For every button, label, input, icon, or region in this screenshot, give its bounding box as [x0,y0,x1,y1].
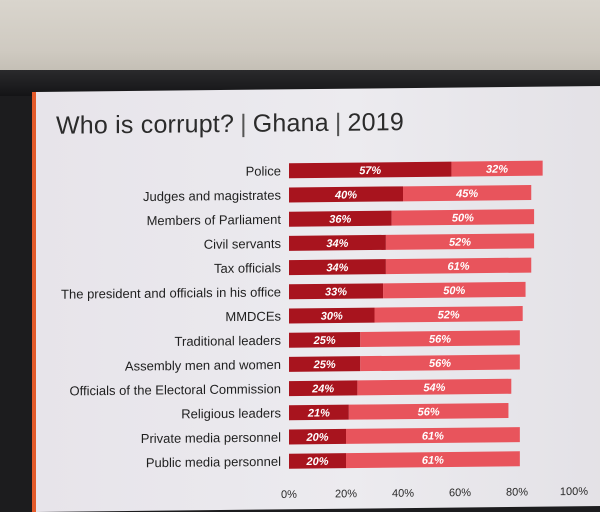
value-label: 32% [486,164,508,176]
value-label: 56% [418,406,440,418]
value-label: 24% [311,383,334,395]
value-label: 40% [334,189,357,201]
value-label: 61% [422,430,444,442]
bar-segment-some [374,306,523,323]
category-label: Members of Parliament [147,212,282,228]
category-label: Civil servants [204,236,282,252]
value-label: 52% [449,237,471,249]
bar-segment-some [360,354,520,372]
x-tick-label: 60% [449,487,471,499]
value-label: 56% [429,334,451,346]
value-label: 61% [422,455,444,467]
category-label: Judges and magistrates [143,188,282,204]
bar-segment-some [403,184,532,202]
category-label: MMDCEs [225,309,281,325]
bar-segment-some [348,403,509,420]
category-label: Public media personnel [146,454,281,470]
value-label: 52% [438,309,460,321]
value-label: 21% [307,407,330,419]
bar-segment-some [451,160,543,177]
bar-segment-some [357,378,512,396]
value-label: 20% [305,456,328,468]
bar-segment-some [346,451,520,469]
stacked-bar-chart: Police 57% 32% Judges and magistrates 40% 45%… [61,160,588,501]
x-tick-label: 20% [335,488,357,500]
category-label: Religious leaders [181,405,281,421]
bar-segment-most [289,186,403,203]
value-label: 50% [443,285,465,297]
value-label: 36% [329,214,351,226]
value-label: 25% [313,335,336,347]
bar-segment-most [289,404,349,421]
value-label: 34% [326,262,348,274]
category-label: Police [246,163,281,178]
x-tick-label: 40% [392,488,414,500]
bar-segment-some [346,427,520,444]
value-label: 20% [305,432,328,444]
category-label: Officials of the Electoral Commission [70,381,281,398]
bar-segment-most [289,259,386,276]
bar-segment-most [289,161,452,179]
value-label: 56% [429,358,451,370]
value-label: 61% [448,261,470,273]
value-label: 30% [321,310,343,322]
value-label: 33% [325,286,347,298]
bar-segment-most [289,380,358,397]
bar-segment-most [289,453,346,469]
bar-segment-most [289,234,386,251]
bar-segment-some [391,209,535,226]
x-tick-label: 80% [506,486,528,498]
bar-segment-most [289,307,375,324]
bar-segment-some [360,330,520,347]
bar-segment-most [289,428,346,445]
bar-segment-most [289,331,361,348]
category-label: Assembly men and women [125,357,281,374]
bar-segment-some [383,281,526,299]
x-tick-label: 100% [560,486,588,498]
projection-screen: Who is corrupt? | Ghana | 2019 Police 57% 32% J… [32,85,600,512]
value-label: 25% [313,359,336,371]
bar-segment-most [289,210,392,227]
category-label: Tax officials [214,260,281,276]
value-label: 50% [452,212,474,224]
bar-segment-most [289,356,361,372]
value-label: 54% [423,382,445,394]
bar-segment-some [385,257,532,275]
category-label: Traditional leaders [175,333,282,349]
bar-segment-some [385,233,535,250]
value-label: 34% [326,238,348,250]
category-label: The president and officials in his offic… [61,284,281,301]
value-label: 45% [455,188,478,200]
x-tick-label: 0% [281,489,297,501]
category-label: Private media personnel [141,430,281,446]
bar-segment-most [289,283,384,300]
value-label: 57% [359,165,381,177]
